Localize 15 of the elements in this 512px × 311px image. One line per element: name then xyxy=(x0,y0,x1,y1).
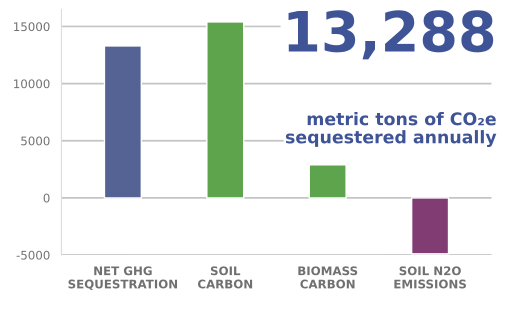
bar xyxy=(104,45,142,199)
y-tick-label: 0 xyxy=(44,194,50,203)
y-tick-label: -5000 xyxy=(16,250,50,260)
annotation: 13,288 xyxy=(288,10,494,60)
x-tick-label: SOIL N2O EMISSIONS xyxy=(394,266,466,288)
x-tick-label: BIOMASS CARBON xyxy=(298,266,358,288)
bar xyxy=(206,21,244,199)
x-tick-label: NET GHG SEQUESTRATION xyxy=(68,266,178,290)
x-tick-label: SOIL CARBON xyxy=(198,266,252,288)
y-tick-label: 10000 xyxy=(14,79,50,88)
bar xyxy=(410,197,450,255)
y-tick-label: 15000 xyxy=(14,22,50,32)
bar xyxy=(308,164,347,199)
annotation: metric tons of CO₂e sequestered annually xyxy=(286,112,496,148)
y-tick-label: 5000 xyxy=(21,136,50,146)
